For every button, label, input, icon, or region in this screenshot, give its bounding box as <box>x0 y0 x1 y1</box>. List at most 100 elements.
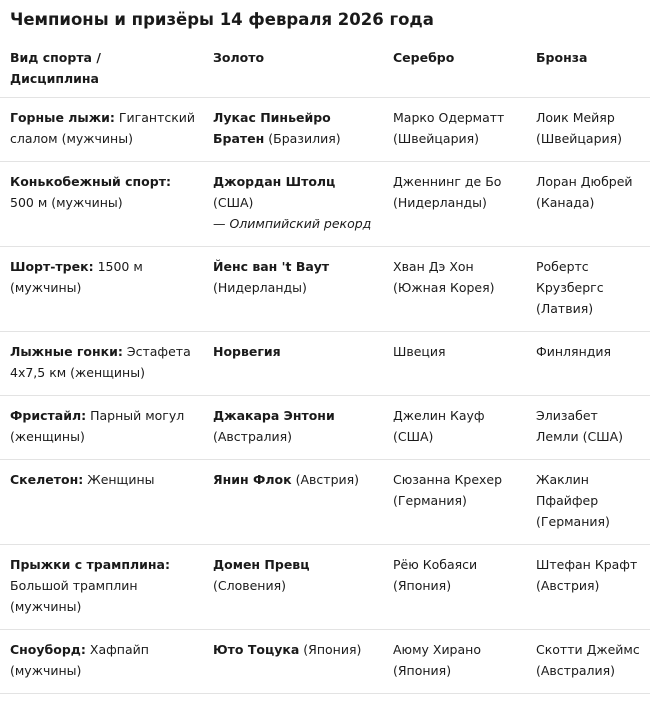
cell-text: Джелин Кауф (США) <box>393 408 485 444</box>
table-cell: Янин Флок (Австрия) <box>205 459 385 545</box>
table-cell: Горные лыжи: Гигантский слалом (мужчины) <box>0 97 205 162</box>
table-cell: Лоик Мейяр (Швейцария) <box>528 97 650 162</box>
table-cell: Хван Дэ Хон (Южная Корея) <box>385 246 528 332</box>
header-text: Серебро <box>393 50 455 65</box>
cell-text: Робертс Крузбергс (Латвия) <box>536 259 604 316</box>
cell-text: Рёю Кобаяси (Япония) <box>393 557 478 593</box>
cell-text: Хафпайп (мужчины) <box>10 642 149 678</box>
table-cell: Швеция <box>385 331 528 396</box>
cell-strong: Лыжные гонки: <box>10 344 123 359</box>
table-cell: Джакара Энтони (Австралия) <box>205 395 385 460</box>
table-row: Горные лыжи: Гигантский слалом (мужчины)… <box>0 97 650 162</box>
table-cell: Марко Одерматт (Швейцария) <box>385 97 528 162</box>
table-cell: Лукас Пиньейро Братен (Бразилия) <box>205 97 385 162</box>
cell-text: 500 м (мужчины) <box>10 195 123 210</box>
header-text: Бронза <box>536 50 588 65</box>
cell-text: Парный могул (женщины) <box>10 408 185 444</box>
table-cell: Робертс Крузбергс (Латвия) <box>528 246 650 332</box>
table-cell: Лыжные гонки: Эстафета 4х7,5 км (женщины… <box>0 331 205 396</box>
table-cell: Скотти Джеймс (Австралия) <box>528 629 650 694</box>
table-cell: Джелин Кауф (США) <box>385 395 528 460</box>
cell-text: Женщины <box>87 472 155 487</box>
table-cell: Джордан Штолц (США) — Олимпийский рекорд <box>205 161 385 247</box>
cell-text: Эстафета 4х7,5 км (женщины) <box>10 344 191 380</box>
header-cell: Серебро <box>385 43 528 98</box>
table-cell: Юто Тоцука (Япония) <box>205 629 385 694</box>
cell-text: Хван Дэ Хон (Южная Корея) <box>393 259 495 295</box>
cell-text: Большой трамплин (мужчины) <box>10 578 138 614</box>
table-row: Шорт-трек: 1500 м (мужчины) Йенс ван 't В… <box>0 246 650 332</box>
table-cell: Фристайл: Парный могул (женщины) <box>0 395 205 460</box>
cell-text: Марко Одерматт (Швейцария) <box>393 110 505 146</box>
table-cell: Шорт-трек: 1500 м (мужчины) <box>0 246 205 332</box>
title: Чемпионы и призёры 14 февраля 2026 года <box>10 10 434 29</box>
cell-strong: Домен Превц <box>213 557 310 572</box>
cell-text: (США) <box>213 195 254 210</box>
cell-text: Штефан Крафт (Австрия) <box>536 557 638 593</box>
cell-text: Швеция <box>393 344 446 359</box>
cell-text: Лоик Мейяр (Швейцария) <box>536 110 623 146</box>
table-cell: Прыжки с трамплина: Большой трамплин (му… <box>0 544 205 630</box>
table-row: Сноуборд: Хафпайп (мужчины) Юто Тоцука (Я… <box>0 629 650 694</box>
cell-strong: Конькобежный спорт: <box>10 174 171 189</box>
table-row: Конькобежный спорт: 500 м (мужчины) Джорд… <box>0 161 650 247</box>
cell-strong: Шорт-трек: <box>10 259 94 274</box>
cell-strong: Норвегия <box>213 344 281 359</box>
cell-strong: Юто Тоцука <box>213 642 300 657</box>
cell-text: (Словения) <box>213 578 286 593</box>
header-cell: Бронза <box>528 43 650 98</box>
cell-text: Дженнинг де Бо (Нидерланды) <box>393 174 502 210</box>
cell-text: (Австрия) <box>295 472 360 487</box>
cell-text: Лоран Дюбрей (Канада) <box>536 174 633 210</box>
header-text: Золото <box>213 50 265 65</box>
header-cell: Вид спорта / Дисциплина <box>0 43 205 98</box>
header-cell: Золото <box>205 43 385 98</box>
table-cell: Сюзанна Крехер (Германия) <box>385 459 528 545</box>
cell-text: (Бразилия) <box>268 131 341 146</box>
table-row: Прыжки с трамплина: Большой трамплин (му… <box>0 544 650 630</box>
cell-strong: Фристайл: <box>10 408 87 423</box>
table-cell: Дженнинг де Бо (Нидерланды) <box>385 161 528 247</box>
table-cell: Домен Превц (Словения) <box>205 544 385 630</box>
cell-strong: Сноуборд: <box>10 642 86 657</box>
table-row: Скелетон: Женщины Янин Флок (Австрия) Сюза… <box>0 459 650 545</box>
cell-strong: Скелетон: <box>10 472 84 487</box>
table-row: Лыжные гонки: Эстафета 4х7,5 км (женщины… <box>0 331 650 396</box>
table-cell: Лоран Дюбрей (Канада) <box>528 161 650 247</box>
table-cell: Аюму Хирано (Япония) <box>385 629 528 694</box>
header-row: Вид спорта / Дисциплина Золото Серебро Брон… <box>0 43 650 98</box>
cell-text: (Нидерланды) <box>213 280 307 295</box>
cell-text: Гигантский слалом (мужчины) <box>10 110 196 146</box>
cell-strong: Лукас Пиньейро Братен <box>213 110 331 146</box>
table-cell: Финляндия <box>528 331 650 396</box>
header-text: Вид спорта / Дисциплина <box>10 50 101 86</box>
cell-text: Скотти Джеймс (Австралия) <box>536 642 640 678</box>
cell-text: Финляндия <box>536 344 612 359</box>
table-cell: Рёю Кобаяси (Япония) <box>385 544 528 630</box>
cell-text: (Австралия) <box>213 429 293 444</box>
cell-strong: Йенс ван 't Ваут <box>213 259 330 274</box>
cell-text: 1500 м (мужчины) <box>10 259 143 295</box>
cell-text: Жаклин Пфайфер (Германия) <box>536 472 610 529</box>
cell-text: Сюзанна Крехер (Германия) <box>393 472 503 508</box>
cell-note: — Олимпийский рекорд <box>213 216 372 231</box>
table-cell: Конькобежный спорт: 500 м (мужчины) <box>0 161 205 247</box>
table-body: Горные лыжи: Гигантский слалом (мужчины)… <box>0 97 650 694</box>
table-cell: Сноуборд: Хафпайп (мужчины) <box>0 629 205 694</box>
table-row: Фристайл: Парный могул (женщины) Джакара … <box>0 395 650 460</box>
table-cell: Норвегия <box>205 331 385 396</box>
cell-strong: Джордан Штолц <box>213 174 336 189</box>
table-cell: Скелетон: Женщины <box>0 459 205 545</box>
cell-text: Элизабет Лемли (США) <box>536 408 624 444</box>
table-cell: Штефан Крафт (Австрия) <box>528 544 650 630</box>
cell-text: (Япония) <box>303 642 362 657</box>
cell-strong: Прыжки с трамплина: <box>10 557 170 572</box>
table-cell: Йенс ван 't Ваут (Нидерланды) <box>205 246 385 332</box>
cell-text: Аюму Хирано (Япония) <box>393 642 481 678</box>
table: Вид спорта / Дисциплина Золото Серебро Брон… <box>0 43 650 694</box>
table-cell: Жаклин Пфайфер (Германия) <box>528 459 650 545</box>
cell-strong: Янин Флок <box>213 472 292 487</box>
cell-strong: Горные лыжи: <box>10 110 115 125</box>
